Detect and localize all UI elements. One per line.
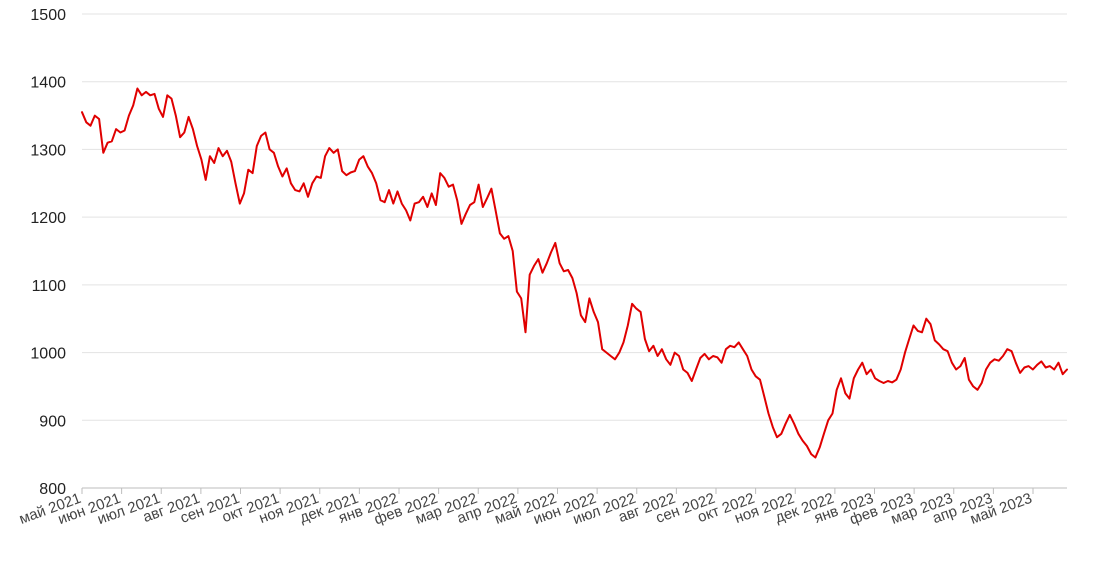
series-line bbox=[81, 87, 1068, 459]
y-axis: 800 900 1000 1100 1200 1300 1400 1500 bbox=[30, 7, 66, 498]
gridlines bbox=[82, 13, 1067, 421]
y-tick-label: 1000 bbox=[30, 346, 66, 363]
y-tick-label: 1400 bbox=[30, 75, 66, 92]
y-tick-label: 1100 bbox=[32, 278, 67, 295]
series-group bbox=[81, 87, 1068, 459]
y-tick-label: 800 bbox=[39, 481, 66, 498]
y-tick-label: 1500 bbox=[30, 7, 66, 24]
y-tick-label: 1200 bbox=[30, 210, 66, 227]
y-tick-label: 1300 bbox=[30, 142, 66, 159]
y-tick-label: 900 bbox=[39, 413, 66, 430]
